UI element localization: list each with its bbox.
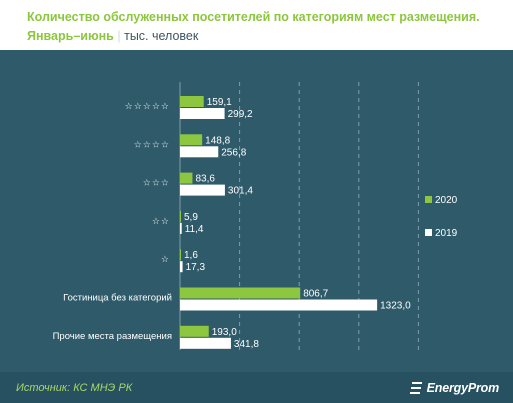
data-label-2020: 806,7 xyxy=(303,289,328,300)
category-label: Прочие места размещения xyxy=(53,331,172,342)
data-label-2020: 193,0 xyxy=(212,327,237,338)
bar-2020 xyxy=(180,287,301,299)
subtitle-separator: | xyxy=(117,29,121,43)
chart-footer: Источник: КС МНЭ РК EnergyProm xyxy=(0,372,513,403)
chart-header: Количество обслуженных посетителей по ка… xyxy=(0,0,513,50)
bar-2019 xyxy=(180,108,225,119)
bar-2019 xyxy=(180,146,219,158)
period-label: Январь–июнь xyxy=(27,29,114,43)
bar-2019 xyxy=(180,261,183,273)
category-label: ☆☆☆ xyxy=(143,179,170,189)
category-label: ☆ xyxy=(161,255,170,265)
bar-2020 xyxy=(180,325,209,337)
legend-label: 2020 xyxy=(435,195,458,206)
data-label-2020: 5,9 xyxy=(184,212,198,223)
data-label-2020: 159,1 xyxy=(207,97,232,108)
data-label-2019: 1323,0 xyxy=(380,301,411,312)
bar-2019 xyxy=(180,299,378,311)
bar-2019 xyxy=(180,184,225,196)
bar-2020 xyxy=(180,172,193,184)
chart-subtitle: Январь–июнь | тыс. человек xyxy=(27,29,198,43)
bar-2020 xyxy=(180,134,203,146)
data-label-2020: 148,8 xyxy=(205,135,230,146)
bar-2020 xyxy=(180,96,204,107)
data-label-2019: 299,2 xyxy=(228,109,253,120)
category-label: ☆☆☆☆ xyxy=(134,140,170,150)
legend-label: 2019 xyxy=(435,228,458,239)
data-label-2020: 83,6 xyxy=(195,174,215,185)
unit-label: тыс. человек xyxy=(124,29,199,43)
chart-panel: ☆☆☆☆☆ 159,1 299,2 ☆☆☆☆ 148,8 256,8 ☆☆☆ 83,6 301,… xyxy=(0,50,513,403)
bar-2020 xyxy=(180,210,181,222)
data-label-2019: 341,8 xyxy=(234,339,259,350)
chart-title: Количество обслуженных посетителей по ка… xyxy=(27,10,480,24)
logo-mark-icon xyxy=(409,382,422,394)
legend-swatch xyxy=(425,196,432,203)
legend-swatch xyxy=(425,229,432,236)
data-label-2019: 17,3 xyxy=(186,262,206,273)
data-label-2020: 1,6 xyxy=(184,250,198,261)
logo-text: EnergyProm xyxy=(426,381,500,395)
bar-2019 xyxy=(180,337,231,349)
category-label: ☆☆☆☆☆ xyxy=(125,102,170,112)
data-label-2019: 11,4 xyxy=(185,224,204,235)
category-label: Гостиница без категорий xyxy=(63,293,172,304)
source-note: Источник: КС МНЭ РК xyxy=(16,382,133,394)
energyprom-logo: EnergyProm xyxy=(409,377,500,399)
bar-2019 xyxy=(180,222,182,234)
data-label-2019: 256,8 xyxy=(221,147,246,158)
bar-2020 xyxy=(180,249,181,261)
data-label-2019: 301,4 xyxy=(228,186,253,197)
category-label: ☆☆ xyxy=(152,217,170,227)
